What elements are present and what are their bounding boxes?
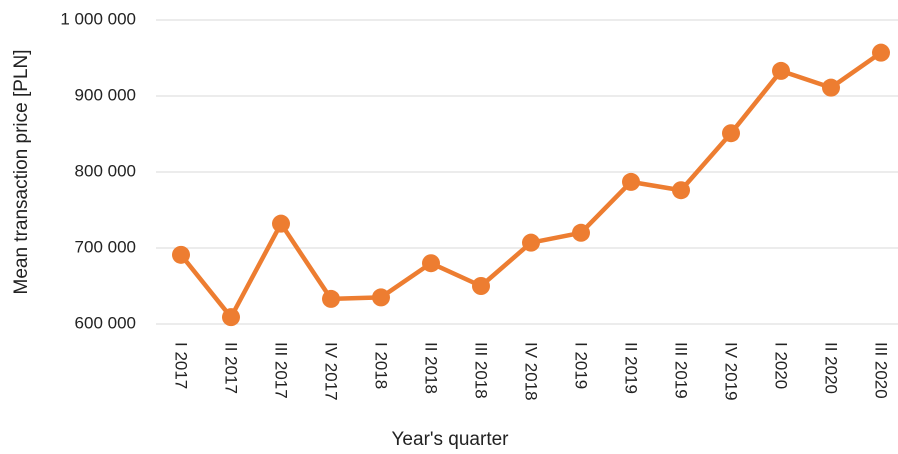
line <box>179 50 883 320</box>
y-tick-label: 900 000 <box>75 85 136 104</box>
marker <box>222 308 240 327</box>
marker <box>622 172 640 191</box>
marker <box>272 214 290 233</box>
y-axis-title: Mean transaction price [PLN] <box>11 49 32 294</box>
x-tick-label: IV 2017 <box>322 342 341 401</box>
x-tick-label: II 2017 <box>222 342 241 394</box>
x-tick-label: I 2020 <box>772 342 791 389</box>
y-tick-label: 1 000 000 <box>60 9 136 28</box>
x-tick-label: II 2019 <box>622 342 641 394</box>
marker <box>572 223 590 242</box>
marker <box>872 43 890 62</box>
marker <box>472 277 490 295</box>
x-tick-label: II 2020 <box>822 342 841 394</box>
marker <box>822 78 840 97</box>
marker <box>672 181 690 200</box>
x-tick-label: I 2017 <box>172 342 191 389</box>
x-tick-label: I 2019 <box>572 342 591 389</box>
x-tick-label: III 2020 <box>872 342 891 399</box>
x-tick-label: IV 2018 <box>522 342 541 401</box>
marker <box>722 124 740 143</box>
x-tick-label: III 2019 <box>672 342 691 399</box>
marker <box>772 61 790 80</box>
marker <box>372 288 390 307</box>
x-tick-label: II 2018 <box>422 342 441 394</box>
x-tick-label: III 2018 <box>472 342 491 399</box>
x-axis-title: Year's quarter <box>392 429 510 450</box>
y-tick-label: 600 000 <box>75 313 136 332</box>
x-tick-label: III 2017 <box>272 342 291 399</box>
x-tick-label: IV 2019 <box>722 342 741 401</box>
marker <box>322 289 340 308</box>
marker <box>172 245 190 264</box>
x-tick-label: I 2018 <box>372 342 391 389</box>
marker <box>422 254 440 273</box>
marker <box>522 233 540 252</box>
y-tick-label: 800 000 <box>75 161 136 180</box>
y-tick-label: 700 000 <box>75 237 136 256</box>
